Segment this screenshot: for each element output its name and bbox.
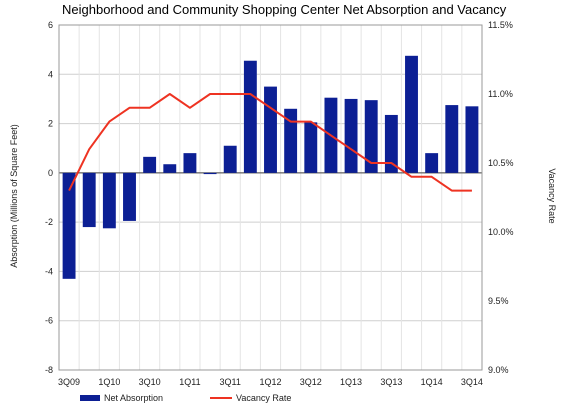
legend-label-vacancy-rate: Vacancy Rate xyxy=(236,393,291,403)
absorption-bar xyxy=(284,108,298,173)
vacancy-rate-line xyxy=(68,93,472,192)
x-tick-label: 1Q12 xyxy=(259,377,281,387)
legend: Net Absorption Vacancy Rate xyxy=(80,393,291,403)
absorption-bar xyxy=(143,156,157,173)
absorption-bar xyxy=(425,153,439,173)
x-tick-label: 3Q13 xyxy=(380,377,402,387)
absorption-bars xyxy=(62,55,479,279)
left-tick-label: -4 xyxy=(45,266,53,276)
absorption-bar xyxy=(384,114,398,173)
legend-swatch-net-absorption xyxy=(80,395,100,401)
plot-frame xyxy=(58,24,483,371)
absorption-bar xyxy=(82,172,96,228)
x-tick-label: 1Q10 xyxy=(98,377,120,387)
x-axis-ticks: 3Q09 1Q10 3Q10 1Q11 3Q11 1Q12 3Q12 1Q13 3Q13 1Q14… xyxy=(58,377,483,387)
right-axis-label: Vacancy Rate xyxy=(547,168,557,223)
absorption-bar xyxy=(304,122,318,173)
x-tick-label: 1Q13 xyxy=(340,377,362,387)
absorption-bar xyxy=(364,100,378,173)
left-tick-label: 6 xyxy=(48,20,53,30)
absorption-bar xyxy=(183,153,197,173)
right-axis-ticks: 11.5% 11.0% 10.5% 10.0% 9.5% 9.0% xyxy=(488,20,514,375)
absorption-bar xyxy=(203,172,217,175)
absorption-bar xyxy=(344,98,358,173)
absorption-bar xyxy=(123,172,136,221)
vacancy-line-group xyxy=(68,93,472,192)
absorption-bar xyxy=(264,86,277,173)
absorption-bar xyxy=(62,172,76,279)
absorption-bar xyxy=(102,172,116,229)
x-tick-label: 3Q14 xyxy=(461,377,483,387)
right-tick-label: 11.5% xyxy=(488,20,513,30)
legend-label-net-absorption: Net Absorption xyxy=(104,393,163,403)
x-tick-label: 3Q12 xyxy=(300,377,322,387)
right-tick-label: 10.5% xyxy=(488,158,514,168)
right-tick-label: 10.0% xyxy=(488,227,514,237)
right-tick-label: 9.5% xyxy=(488,296,509,306)
absorption-bar xyxy=(243,60,257,173)
left-tick-label: -6 xyxy=(45,316,53,326)
absorption-bar xyxy=(445,105,459,173)
left-tick-label: -2 xyxy=(45,217,53,227)
gridlines xyxy=(58,24,483,371)
left-tick-label: 2 xyxy=(48,119,53,129)
left-tick-label: 4 xyxy=(48,69,53,79)
x-tick-label: 3Q11 xyxy=(220,377,241,387)
x-tick-label: 3Q09 xyxy=(58,377,80,387)
absorption-bar xyxy=(465,106,479,173)
absorption-bar xyxy=(405,55,418,173)
left-axis-ticks: 6 4 2 0 -2 -4 -6 -8 xyxy=(45,20,53,375)
x-tick-label: 1Q14 xyxy=(421,377,443,387)
absorption-bar xyxy=(223,145,237,173)
absorption-bar xyxy=(163,164,177,173)
x-tick-label: 3Q10 xyxy=(139,377,161,387)
plot-border xyxy=(58,24,483,371)
right-tick-label: 9.0% xyxy=(488,365,509,375)
left-axis-label: Absorption (Millions of Square Feet) xyxy=(9,124,19,268)
right-tick-label: 11.0% xyxy=(488,89,513,99)
chart-title: Neighborhood and Community Shopping Cent… xyxy=(62,2,507,17)
x-tick-label: 1Q11 xyxy=(179,377,200,387)
left-tick-label: 0 xyxy=(48,168,53,178)
left-tick-label: -8 xyxy=(45,365,53,375)
